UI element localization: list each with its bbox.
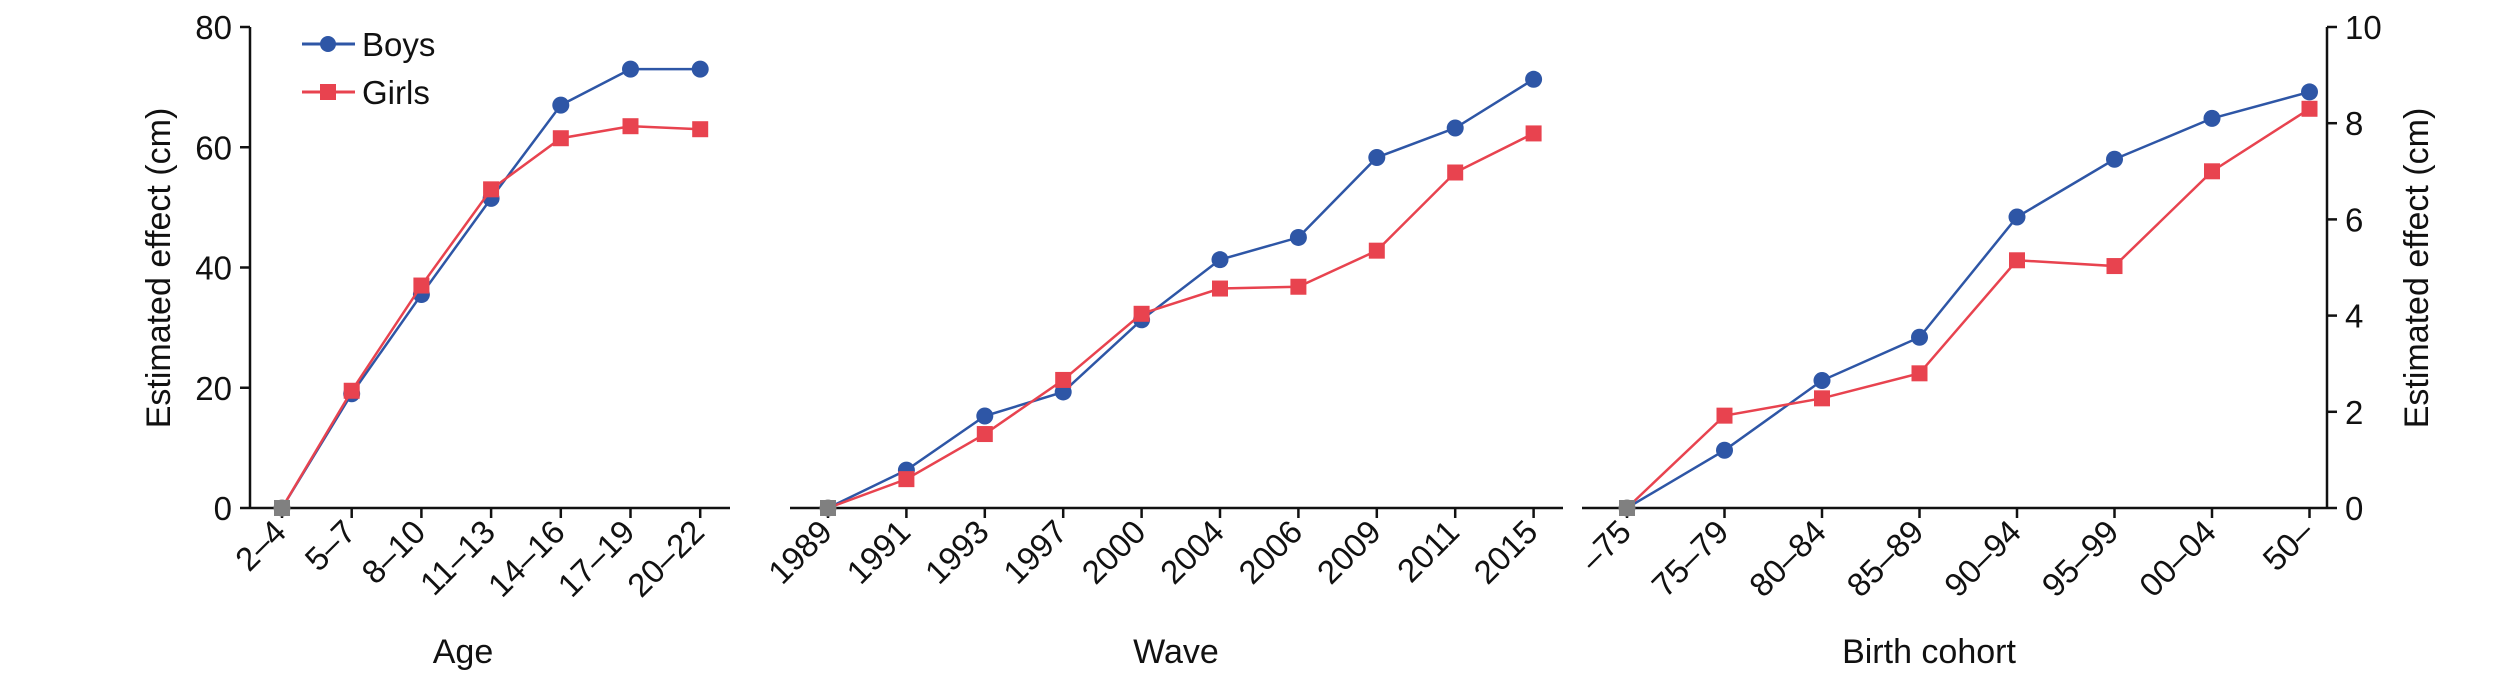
wave-girls-point <box>1290 278 1307 295</box>
wave-x-tick-label: 2009 <box>1310 513 1388 591</box>
wave-girls-point <box>1447 164 1464 181</box>
age-x-axis-title: Age <box>433 633 494 671</box>
wave-x-tick-label: 1997 <box>996 513 1074 591</box>
cohort-boys-point <box>1813 372 1831 390</box>
wave-panel: 1989 1991 1993 1997 2000 2004 2006 2009 2011 2015… <box>761 70 1563 671</box>
wave-girls-point <box>1525 125 1542 142</box>
cohort-y-tick-label: 6 <box>2345 201 2363 238</box>
cohort-y-tick-label: 2 <box>2345 394 2363 431</box>
cohort-boys-point <box>2301 83 2318 101</box>
cohort-girls-point <box>1619 500 1635 516</box>
cohort-girls-point <box>2106 258 2123 275</box>
age-girls-point <box>274 500 290 516</box>
cohort-girls-point <box>1814 390 1830 407</box>
cohort-x-tick-label: 00–04 <box>2132 513 2223 604</box>
cohort-girls-point <box>1911 365 1928 382</box>
age-y-tick-label: 0 <box>214 490 232 527</box>
cohort-girls-point <box>2009 252 2025 269</box>
age-x-tick-label: 20–22 <box>620 513 711 604</box>
cohort-x-tick-label: 85–89 <box>1839 513 1930 604</box>
wave-x-tick-label: 1989 <box>761 513 839 591</box>
wave-boys-point <box>1289 228 1307 246</box>
wave-x-tick-label: 2004 <box>1153 513 1231 591</box>
wave-x-axis-title: Wave <box>1133 633 1219 671</box>
cohort-y-tick-label: 0 <box>2345 490 2363 527</box>
age-y-tick-label: 80 <box>195 9 232 46</box>
wave-x-tick-label: 1993 <box>918 513 996 591</box>
cohort-x-tick-label: 80–84 <box>1742 513 1833 604</box>
cohort-x-tick-label: 90–94 <box>1937 513 2028 604</box>
cohort-x-tick-label: –75 <box>1573 513 1638 578</box>
wave-girls-point <box>1368 242 1385 259</box>
age-x-tick-label: 17–19 <box>550 513 641 604</box>
cohort-boys-line <box>1626 90 2310 510</box>
wave-girls-point <box>1212 280 1228 297</box>
cohort-boys-point <box>1911 328 1928 346</box>
cohort-y-tick-label: 10 <box>2345 9 2382 46</box>
wave-x-tick-label: 2006 <box>1231 513 1309 591</box>
age-girls-point <box>483 181 500 198</box>
wave-girls-point <box>976 426 993 443</box>
wave-girls-point <box>1055 371 1072 388</box>
cohort-boys-point <box>2008 208 2026 226</box>
cohort-y-tick-label: 4 <box>2345 298 2363 335</box>
wave-girls-point <box>820 500 836 516</box>
legend-boys-marker <box>320 36 336 52</box>
cohort-y-axis-title: Estimated effect (cm) <box>2398 108 2436 429</box>
cohort-x-axis-title: Birth cohort <box>1842 633 2016 671</box>
wave-boys-point <box>976 407 994 425</box>
birth-cohort-panel: –75 75–79 80–84 85–89 90–94 95–99 00–04 50– Birt… <box>1573 9 2436 671</box>
age-girls-point <box>552 130 569 147</box>
age-girls-point <box>413 277 430 294</box>
wave-boys-point <box>1368 148 1386 166</box>
wave-girls-line <box>827 132 1535 510</box>
age-x-tick-label: 14–16 <box>481 513 572 604</box>
age-boys-line <box>280 67 701 509</box>
legend-girls-marker <box>320 84 336 100</box>
wave-x-tick-label: 2011 <box>1390 513 1466 589</box>
age-x-tick-label: 11–13 <box>413 513 502 602</box>
wave-girls-point <box>1133 305 1150 322</box>
cohort-x-tick-label: 95–99 <box>2034 513 2125 604</box>
wave-x-tick-label: 1991 <box>839 513 917 591</box>
legend: Boys Girls <box>302 26 435 111</box>
age-girls-point <box>343 382 360 399</box>
age-y-axis-title: Estimated effect (cm) <box>140 108 178 429</box>
wave-x-tick-label: 2000 <box>1074 513 1152 591</box>
cohort-x-tick-label: 50– <box>2255 512 2321 578</box>
cohort-boys-point <box>2106 150 2123 168</box>
wave-x-tick-label: 2015 <box>1466 513 1544 591</box>
cohort-boys-point <box>1716 441 1733 459</box>
cohort-girls-line <box>1626 107 2311 509</box>
cohort-y-tick-label: 8 <box>2345 105 2363 142</box>
age-y-tick-label: 40 <box>195 250 232 287</box>
cohort-girls-point <box>2301 100 2318 117</box>
wave-boys-line <box>827 78 1535 510</box>
wave-boys-point <box>1525 70 1543 88</box>
age-girls-point <box>622 118 639 135</box>
age-panel: 2–4 5–78–1011–1314–1617–1920–22Age0204060… <box>140 9 730 671</box>
cohort-x-tick-label: 75–79 <box>1644 513 1735 604</box>
wave-girls-point <box>898 471 915 488</box>
legend-girls-label: Girls <box>362 74 430 111</box>
wave-boys-point <box>1446 119 1464 137</box>
age-boys-point <box>622 60 639 78</box>
cohort-girls-point <box>2204 163 2220 180</box>
age-boys-point <box>691 60 709 78</box>
age-boys-point <box>552 96 570 114</box>
wave-boys-point <box>1211 251 1229 269</box>
cohort-girls-point <box>1716 407 1733 424</box>
age-y-tick-label: 60 <box>195 129 232 166</box>
age-y-tick-label: 20 <box>195 370 232 407</box>
legend-boys-label: Boys <box>362 26 435 63</box>
age-girls-point <box>692 121 709 138</box>
age-x-tick-label: 2–4 <box>228 513 293 578</box>
cohort-boys-point <box>2203 109 2221 127</box>
age-x-tick-label: 5–7 <box>298 513 363 578</box>
